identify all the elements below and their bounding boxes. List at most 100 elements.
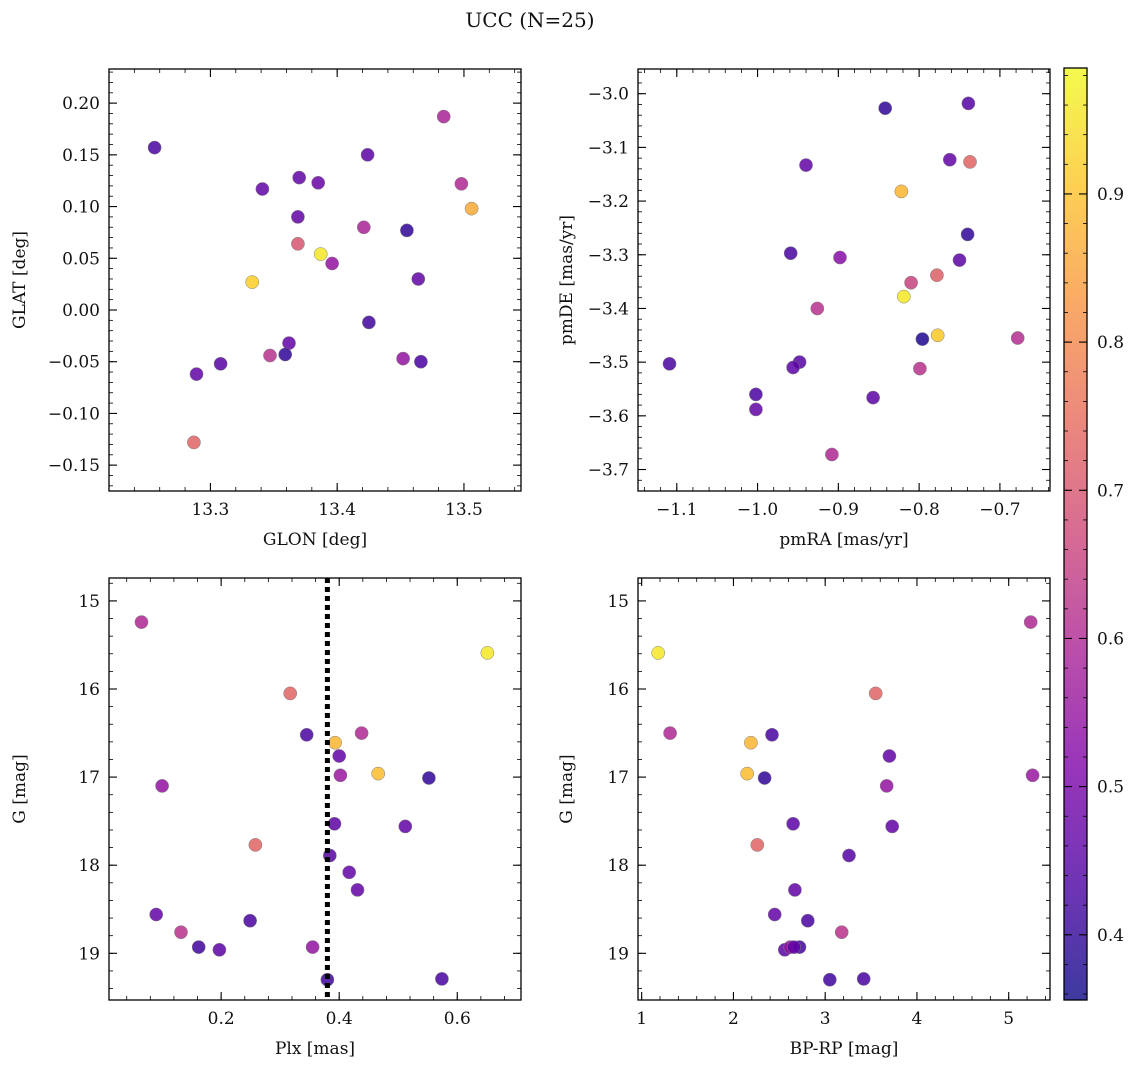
x-tick-label: 1	[636, 1009, 647, 1029]
scatter-point	[174, 925, 188, 940]
scatter-point	[1025, 768, 1040, 783]
x-tick-label: −1.0	[737, 500, 778, 520]
x-tick-label: 2	[728, 1009, 739, 1029]
scatter-point	[942, 152, 957, 167]
scatter-point	[371, 766, 386, 781]
y-tick-label: 18	[607, 856, 629, 876]
y-tick-label: 0.20	[62, 94, 100, 114]
scatter-point	[147, 140, 162, 155]
scatter-point	[662, 356, 677, 371]
x-tick-label: 13.3	[191, 500, 229, 520]
scatter-point	[191, 940, 206, 954]
scatter-point	[328, 735, 342, 750]
y-tick-label: −3.2	[588, 192, 629, 212]
scatter-point	[362, 315, 376, 330]
y-axis-label: pmDE [mas/yr]	[557, 215, 577, 345]
scatter-point	[915, 332, 930, 346]
scatter-point	[396, 351, 410, 366]
scatter-point	[255, 182, 270, 196]
scatter-point	[787, 940, 801, 954]
scatter-point	[248, 838, 263, 852]
x-axis-label: Plx [mas]	[275, 1039, 355, 1059]
scatter-point	[788, 883, 802, 897]
scatter-point	[305, 940, 320, 954]
scatter-point	[842, 848, 856, 863]
scatter-point	[749, 387, 763, 402]
scatter-point	[896, 289, 911, 304]
y-tick-label: 0.05	[62, 249, 100, 269]
scatter-point	[436, 109, 451, 124]
x-axis-label: BP-RP [mag]	[790, 1039, 899, 1059]
scatter-point	[311, 175, 326, 190]
scatter-point	[411, 272, 426, 286]
panel-plx-g: 0.2 0.4 0.6 15 16 17 18 19 Plx [mas] G [mag]	[10, 577, 522, 1059]
colorbar-gradient	[1064, 68, 1087, 1000]
scatter-point	[291, 236, 305, 251]
y-tick-label: 15	[78, 592, 100, 612]
x-tick-label: 0.4	[326, 1009, 353, 1029]
scatter-point	[212, 942, 227, 957]
scatter-point	[879, 779, 894, 793]
x-axis-label: pmRA [mas/yr]	[779, 530, 908, 550]
scatter-point	[866, 390, 880, 405]
x-tick-label: −1.1	[656, 500, 697, 520]
scatter-point	[800, 913, 815, 928]
scatter-point	[155, 779, 169, 793]
y-tick-label: −0.10	[48, 404, 100, 424]
scatter-point	[799, 158, 813, 172]
x-tick-label: 3	[820, 1009, 831, 1029]
y-tick-label: −3.6	[588, 407, 629, 427]
scatter-point	[885, 819, 900, 834]
scatter-point	[930, 268, 944, 283]
scatter-point	[464, 201, 479, 216]
panel-pmra-pmde: −1.1 −1.0 −0.9 −0.8 −0.7 −3.7 −3.6 −3.5 −3.4 −3.3…	[557, 68, 1051, 550]
scatter-point	[651, 646, 666, 660]
scatter-point	[913, 361, 927, 376]
scatter-point	[663, 726, 677, 740]
x-tick-label: −0.8	[898, 500, 939, 520]
y-tick-label: 17	[607, 768, 629, 788]
scatter-point	[189, 367, 204, 381]
scatter-point	[299, 727, 314, 742]
scatter-point	[356, 220, 371, 235]
x-tick-label: 4	[912, 1009, 923, 1029]
scatter-point	[454, 176, 469, 191]
scatter-point	[868, 686, 883, 701]
axes-frame	[108, 577, 522, 1001]
x-tick-label: 13.5	[445, 500, 483, 520]
scatter-point	[354, 726, 369, 740]
scatter-point	[757, 771, 772, 785]
scatter-point	[894, 184, 909, 199]
scatter-point	[833, 250, 847, 265]
y-tick-label: −0.05	[48, 353, 100, 373]
y-axis-label: G [mag]	[557, 754, 577, 823]
x-tick-label: 0.2	[208, 1009, 235, 1029]
colorbar-tick-label: 0.7	[1097, 481, 1124, 501]
scatter-point	[332, 749, 347, 763]
scatter-point	[400, 223, 414, 238]
y-tick-label: −3.1	[588, 138, 629, 158]
x-axis-label: GLON [deg]	[263, 530, 367, 550]
scatter-point	[187, 435, 201, 450]
y-tick-label: −0.15	[48, 456, 100, 476]
scatter-point	[149, 907, 164, 922]
x-tick-label: −0.9	[818, 500, 859, 520]
scatter-point	[243, 913, 257, 928]
scatter-point	[750, 838, 765, 852]
y-tick-label: 15	[607, 592, 629, 612]
y-axis-label: GLAT [deg]	[10, 231, 30, 329]
scatter-point	[825, 447, 839, 462]
scatter-point	[952, 253, 967, 267]
axes-frame	[637, 68, 1051, 492]
scatter-point	[786, 816, 800, 831]
scatter-point	[283, 686, 298, 701]
y-tick-label: 0.15	[62, 146, 100, 166]
colorbar-tick-label: 0.8	[1097, 333, 1124, 353]
scatter-point	[278, 347, 293, 362]
colorbar-frame	[1063, 67, 1088, 1001]
scatter-point	[963, 155, 977, 169]
y-tick-label: 16	[607, 680, 629, 700]
scatter-point	[960, 227, 975, 242]
scatter-point	[834, 925, 849, 940]
